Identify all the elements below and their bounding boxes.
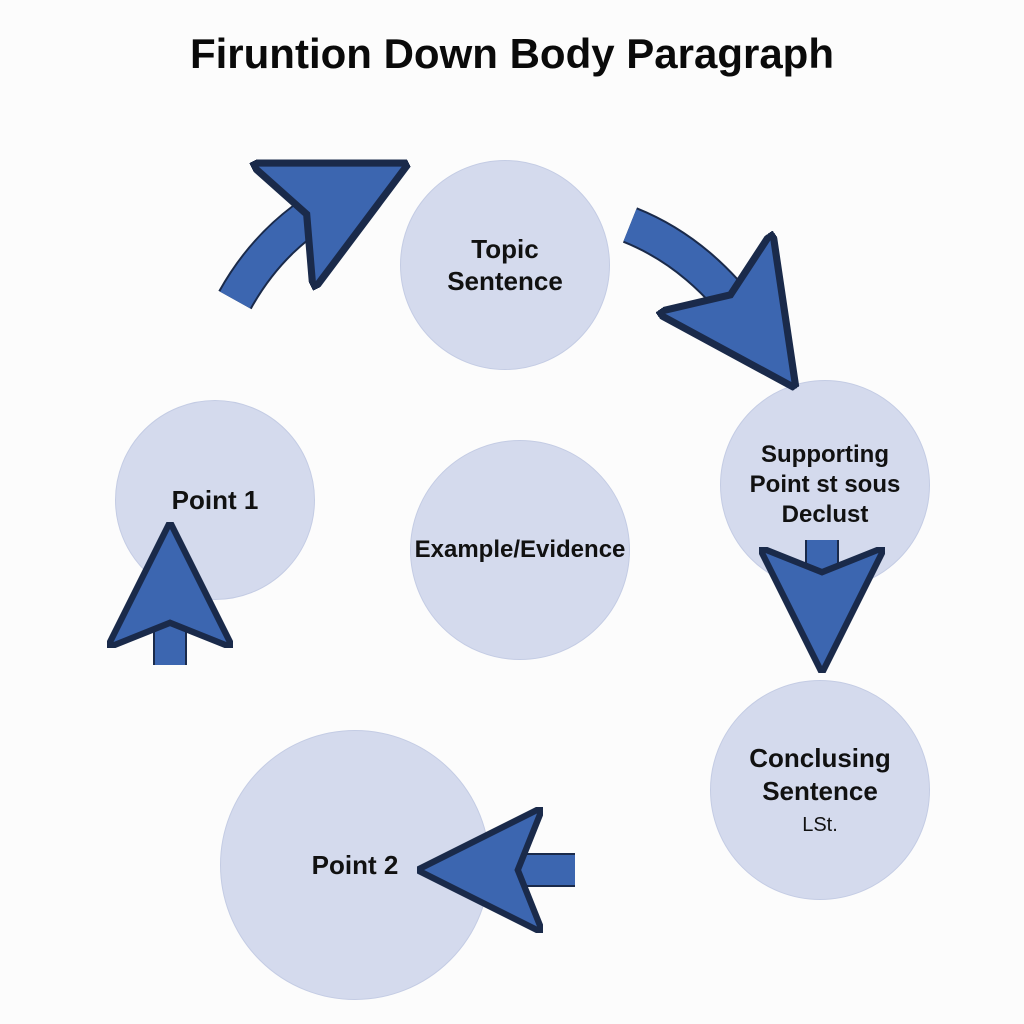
node-center: Example/Evidence — [410, 440, 630, 660]
node-topic-label: Topic Sentence — [447, 233, 563, 298]
arrow-point1-to-topic — [235, 195, 345, 300]
arrow-point1-to-topic — [235, 195, 345, 300]
node-conclusing-sublabel: LSt. — [802, 813, 838, 838]
node-conclusing: Conclusing Sentence LSt. — [710, 680, 930, 900]
node-point2-label: Point 2 — [312, 849, 399, 882]
node-topic: Topic Sentence — [400, 160, 610, 370]
node-point1: Point 1 — [115, 400, 315, 600]
node-center-label: Example/Evidence — [415, 535, 626, 565]
node-supporting-label: Supporting Point st sous Declust — [750, 440, 901, 530]
arrow-topic-to-supporting — [630, 225, 755, 330]
node-point2: Point 2 — [220, 730, 490, 1000]
arrow-topic-to-supporting — [630, 225, 755, 330]
diagram-title: Firuntion Down Body Paragraph — [0, 30, 1024, 78]
node-conclusing-label: Conclusing Sentence — [749, 742, 891, 807]
node-point1-label: Point 1 — [172, 484, 259, 517]
node-supporting: Supporting Point st sous Declust — [720, 380, 930, 590]
